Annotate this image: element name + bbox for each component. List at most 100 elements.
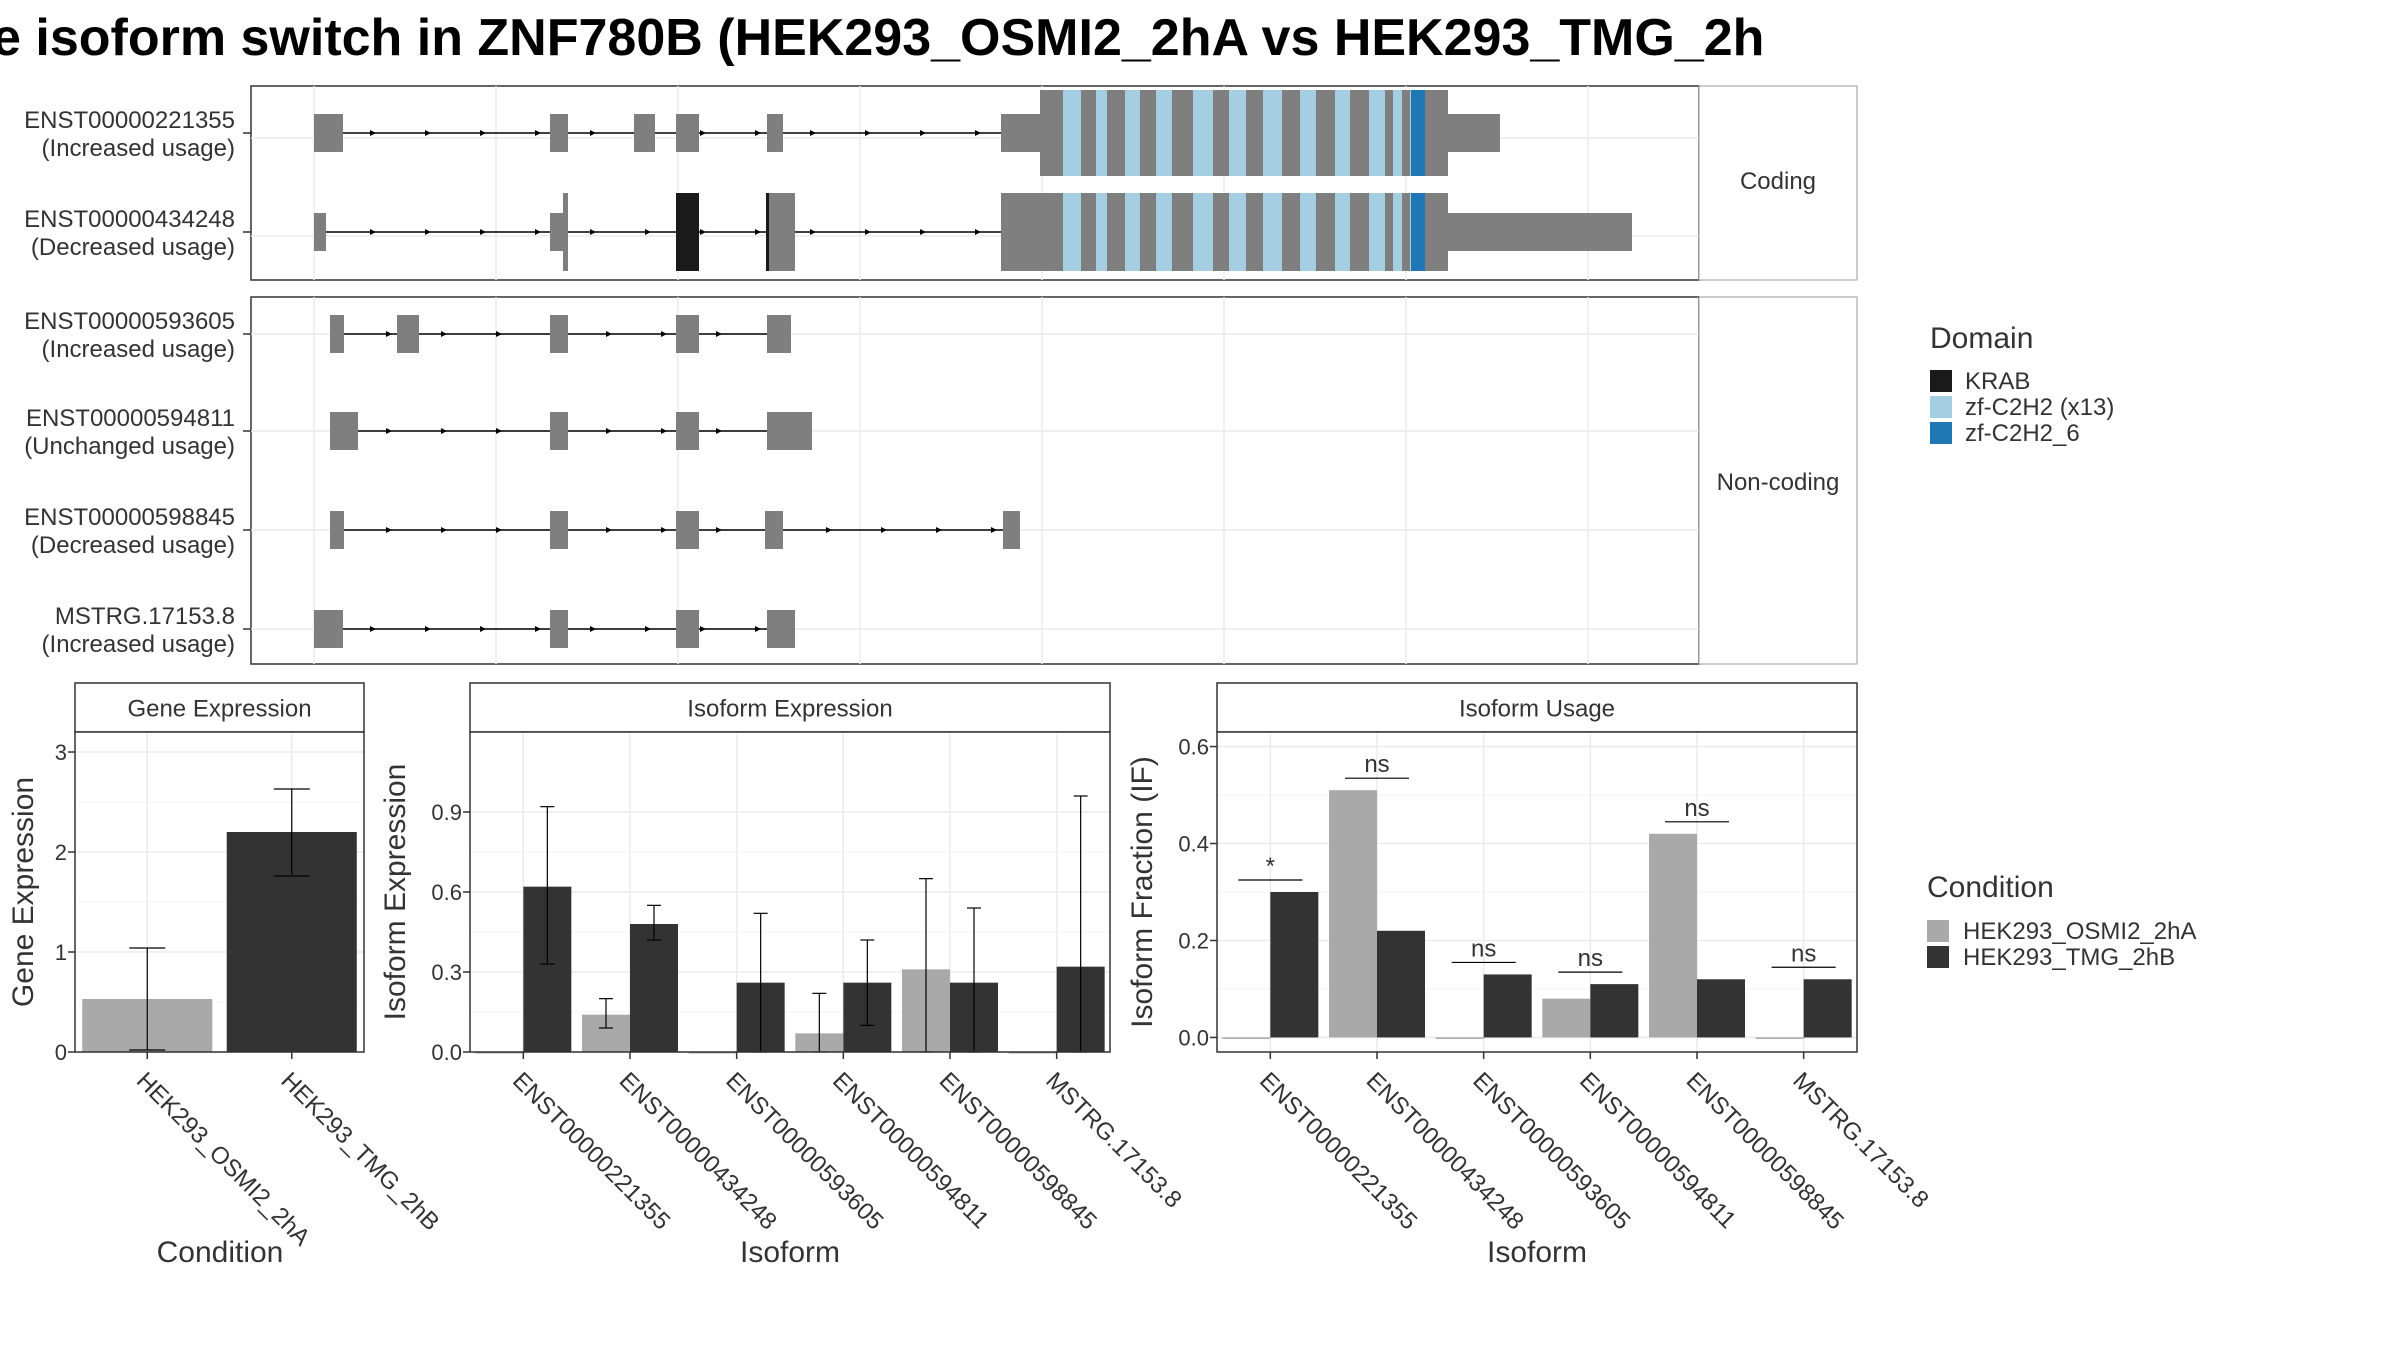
zf-c2h2-domain — [1193, 193, 1213, 271]
direction-arrow — [441, 428, 447, 434]
error-bar — [647, 904, 661, 941]
direction-arrow — [716, 331, 722, 337]
direction-arrow — [645, 626, 651, 632]
exon — [550, 315, 568, 353]
direction-arrow — [700, 626, 706, 632]
direction-arrow — [810, 130, 816, 136]
error-bar — [129, 947, 166, 1051]
bar — [1542, 998, 1591, 1038]
direction-arrow — [480, 626, 486, 632]
panel-border — [1216, 731, 1858, 1053]
transcript-track — [330, 315, 791, 353]
exon — [314, 610, 343, 648]
bar — [1803, 979, 1852, 1038]
zf-c2h2-domain — [1125, 90, 1140, 176]
direction-arrow — [606, 527, 612, 533]
exon — [767, 610, 795, 648]
direction-arrow — [716, 428, 722, 434]
y-tick-label: 0.0 — [431, 1040, 462, 1065]
direction-arrow — [716, 527, 722, 533]
bar — [1649, 833, 1697, 1038]
exon — [676, 315, 699, 353]
y-tick-label: 0.6 — [431, 880, 462, 905]
exon — [676, 114, 699, 152]
significance-label: * — [1266, 853, 1275, 880]
y-axis-title: Isoform Expression — [379, 764, 412, 1021]
exon — [1003, 511, 1020, 549]
krab-domain — [766, 193, 769, 271]
exon — [314, 114, 343, 152]
direction-arrow — [700, 130, 706, 136]
transcript-track — [314, 193, 1632, 271]
krab-domain — [676, 193, 679, 271]
exon — [767, 193, 795, 271]
exon — [1448, 114, 1500, 152]
transcript-status-label: (Increased usage) — [42, 135, 235, 162]
direction-arrow — [661, 527, 667, 533]
direction-arrow — [755, 130, 761, 136]
significance-label: ns — [1684, 795, 1709, 822]
direction-arrow — [441, 527, 447, 533]
panel-title: Isoform Expression — [687, 696, 892, 723]
direction-arrow — [920, 130, 926, 136]
zf-c2h2-domain — [1300, 193, 1316, 271]
transcript-track — [314, 90, 1500, 176]
transcript-id-label: ENST00000221355 — [24, 107, 235, 134]
x-tick-label: HEK293_TMG_2hB — [276, 1067, 445, 1236]
panel-strip — [74, 682, 365, 733]
exon — [676, 610, 699, 648]
direction-arrow — [975, 229, 981, 235]
exon — [330, 412, 358, 450]
zf-c2h2-domain — [1300, 90, 1316, 176]
transcript-id-label: ENST00000593605 — [24, 308, 235, 335]
significance-label: ns — [1791, 940, 1816, 967]
error-bar — [599, 998, 613, 1029]
domain-legend-swatch — [1930, 396, 1952, 418]
y-tick-label: 1 — [55, 940, 67, 965]
direction-arrow — [386, 331, 392, 337]
exon — [550, 213, 564, 251]
direction-arrow — [496, 331, 502, 337]
zf-c2h2-domain — [1229, 90, 1246, 176]
transcript-status-label: (Increased usage) — [42, 631, 235, 658]
transcript-status-label: (Increased usage) — [42, 336, 235, 363]
strip-noncoding — [1698, 296, 1858, 665]
transcript-structure-plot: ENST00000221355(Increased usage)ENST0000… — [24, 85, 1858, 665]
bar — [1697, 979, 1745, 1038]
direction-arrow — [425, 229, 431, 235]
domain-legend-label: zf-C2H2 (x13) — [1965, 394, 2114, 421]
domain-legend-title: Domain — [1930, 322, 2033, 355]
y-tick-label: 0.2 — [1178, 928, 1209, 953]
error-bar — [273, 788, 310, 877]
direction-arrow — [425, 130, 431, 136]
zf-c2h2-domain — [1125, 193, 1140, 271]
exon — [767, 114, 783, 152]
direction-arrow — [590, 626, 596, 632]
zf-c2h2-6-domain — [1411, 90, 1425, 176]
domain-legend-label: KRAB — [1965, 368, 2030, 395]
strip-coding — [1698, 85, 1858, 281]
y-tick-label: 0.3 — [431, 960, 462, 985]
exon — [550, 511, 568, 549]
zf-c2h2-domain — [1335, 90, 1350, 176]
condition-legend-label: HEK293_OSMI2_2hA — [1963, 918, 2196, 945]
direction-arrow — [496, 527, 502, 533]
transcript-status-label: (Decreased usage) — [31, 234, 235, 261]
zf-c2h2-6-domain — [1411, 193, 1425, 271]
direction-arrow — [865, 130, 871, 136]
exon — [767, 412, 812, 450]
condition-legend-label: HEK293_TMG_2hB — [1963, 944, 2175, 971]
exon — [330, 315, 344, 353]
noncoding-panel — [250, 296, 1700, 665]
transcript-id-label: ENST00000598845 — [24, 504, 235, 531]
strip-noncoding-label: Non-coding — [1717, 469, 1840, 496]
zf-c2h2-domain — [1063, 90, 1081, 176]
y-axis-title: Gene Expression — [7, 777, 40, 1007]
exon — [550, 114, 568, 152]
zf-c2h2-domain — [1156, 193, 1172, 271]
condition-legend-title: Condition — [1927, 871, 2054, 904]
zf-c2h2-domain — [1063, 193, 1081, 271]
